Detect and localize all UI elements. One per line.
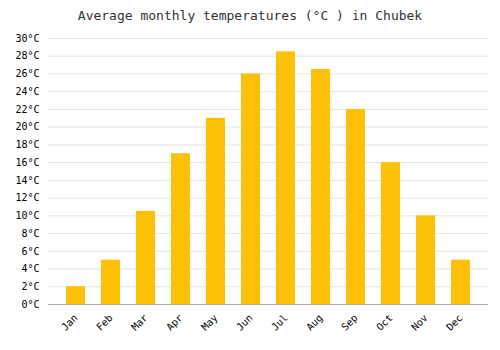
svg-text:Jan: Jan bbox=[59, 312, 80, 333]
svg-text:22°C: 22°C bbox=[15, 104, 39, 115]
svg-text:Apr: Apr bbox=[164, 312, 185, 333]
svg-text:4°C: 4°C bbox=[21, 263, 39, 274]
svg-text:0°C: 0°C bbox=[21, 299, 39, 310]
svg-text:6°C: 6°C bbox=[21, 246, 39, 257]
svg-text:24°C: 24°C bbox=[15, 86, 39, 97]
svg-text:Sep: Sep bbox=[339, 312, 360, 333]
svg-text:Jun: Jun bbox=[234, 312, 255, 333]
svg-text:Aug: Aug bbox=[304, 312, 325, 333]
svg-text:16°C: 16°C bbox=[15, 157, 39, 168]
svg-text:12°C: 12°C bbox=[15, 192, 39, 203]
svg-text:26°C: 26°C bbox=[15, 68, 39, 79]
svg-text:Nov: Nov bbox=[409, 312, 430, 333]
svg-text:Oct: Oct bbox=[374, 312, 395, 333]
svg-text:Mar: Mar bbox=[129, 312, 150, 333]
svg-text:8°C: 8°C bbox=[21, 228, 39, 239]
html-text:Average monthly temperatures (: Average monthly temperatures (°C ) in Ch… bbox=[77, 8, 423, 23]
svg-text:May: May bbox=[199, 312, 220, 333]
svg-text:Feb: Feb bbox=[94, 312, 115, 333]
svg-text:Dec: Dec bbox=[444, 312, 465, 333]
svg-text:Jul: Jul bbox=[269, 312, 290, 333]
svg-text:14°C: 14°C bbox=[15, 175, 39, 186]
svg-text:2°C: 2°C bbox=[21, 281, 39, 292]
svg-text:10°C: 10°C bbox=[15, 210, 39, 221]
svg-text:30°C: 30°C bbox=[15, 33, 39, 44]
svg-text:20°C: 20°C bbox=[15, 121, 39, 132]
svg-text:18°C: 18°C bbox=[15, 139, 39, 150]
svg-text:28°C: 28°C bbox=[15, 50, 39, 61]
